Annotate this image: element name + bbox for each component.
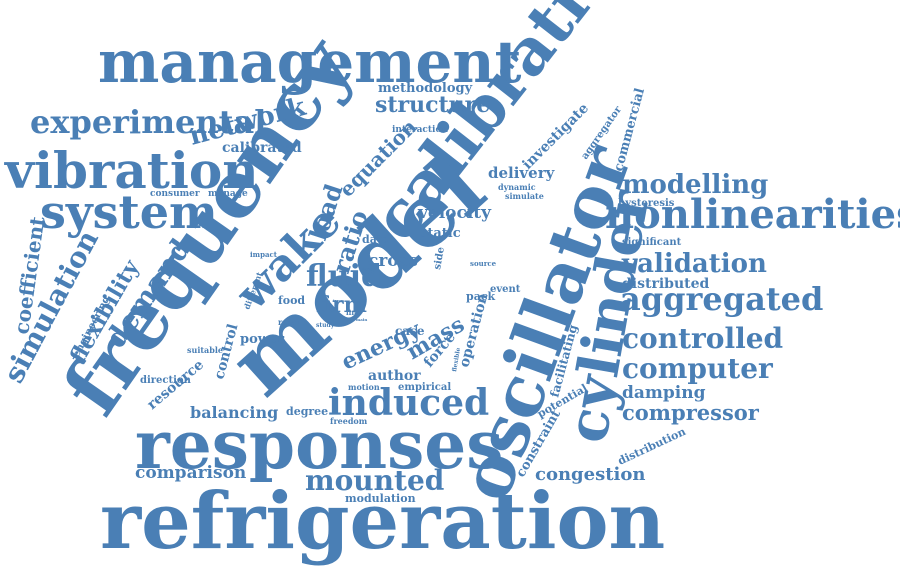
word-distribution: distribution: [616, 425, 688, 468]
word-validation: validation: [621, 249, 767, 279]
word-velocity: velocity: [417, 203, 492, 223]
word-calibrated: calibrated: [222, 140, 302, 156]
word-main: main: [356, 317, 367, 322]
word-degree: degree: [286, 405, 328, 418]
word-compressor: compressor: [622, 400, 760, 425]
word-cross: cross: [368, 251, 418, 271]
word-modelling: modelling: [622, 170, 768, 200]
word-modulation: modulation: [345, 492, 416, 505]
word-congestion: congestion: [535, 464, 645, 485]
word-empirical: empirical: [398, 382, 451, 393]
word-drag: drag: [362, 266, 372, 271]
word-study: study: [316, 322, 335, 329]
word-static: static: [420, 226, 461, 241]
word-significant: significant: [622, 237, 682, 248]
word-type: type: [333, 298, 343, 303]
word-retail: retail: [278, 317, 302, 327]
word-computer: computer: [622, 352, 774, 385]
word-balancing: balancing: [190, 403, 278, 422]
word-der: der: [346, 317, 354, 322]
word-motion: motion: [348, 382, 380, 392]
word-source: source: [470, 259, 497, 268]
word-line: line: [346, 308, 361, 317]
word-event: event: [490, 284, 521, 295]
word-manage: manage: [208, 189, 248, 199]
word-power: power: [240, 332, 284, 347]
word-delivery: delivery: [488, 164, 556, 182]
word-controlled: controlled: [622, 322, 783, 355]
word-methodology: methodology: [378, 81, 473, 96]
word-distributed: distributed: [622, 276, 709, 292]
word-consumer: consumer: [150, 189, 200, 199]
word-freedom: freedom: [330, 416, 368, 426]
word-comparison: comparison: [135, 463, 246, 483]
word-hysteresis: hysteresis: [618, 198, 675, 209]
word-simulate: simulate: [505, 191, 544, 201]
